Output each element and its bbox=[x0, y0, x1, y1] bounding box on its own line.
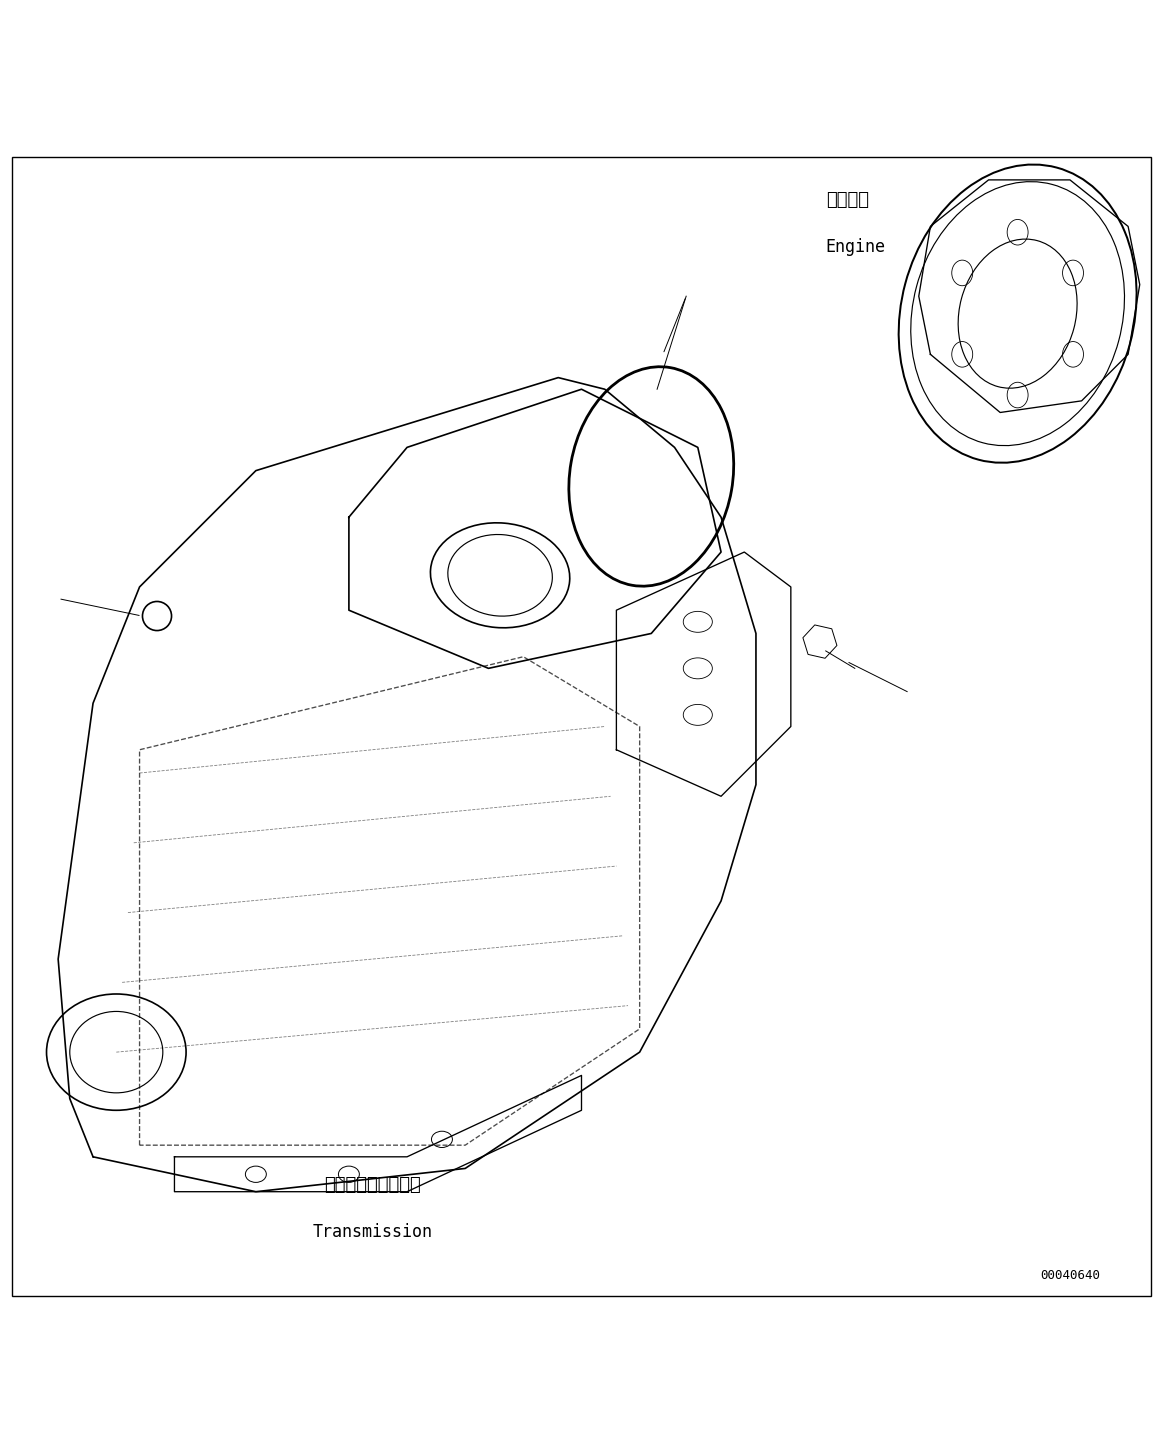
Ellipse shape bbox=[70, 1011, 163, 1093]
Text: トランスミッション: トランスミッション bbox=[323, 1175, 421, 1194]
Text: エンジン: エンジン bbox=[826, 190, 869, 209]
Text: Transmission: Transmission bbox=[312, 1223, 433, 1241]
Text: Engine: Engine bbox=[826, 238, 886, 256]
Ellipse shape bbox=[47, 994, 186, 1110]
Text: 00040640: 00040640 bbox=[1040, 1270, 1100, 1283]
